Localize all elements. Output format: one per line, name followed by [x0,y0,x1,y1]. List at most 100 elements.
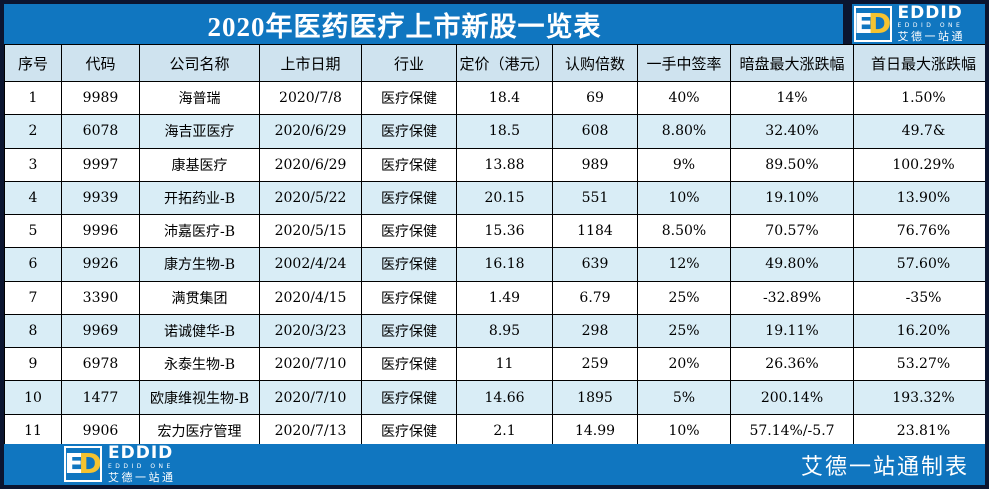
column-header: 认购倍数 [552,44,638,82]
table-cell: 永泰生物-B [139,347,260,382]
table-cell: -32.89% [730,280,854,315]
table-header: 序号 代码 公司名称 上市日期 行业 定价（港元） 认购倍数 一手中签率 暗盘最大涨跌幅 首日最大… [4,44,985,82]
table-cell: 12% [637,247,731,282]
footer-credit: 艾德一站通制表 [800,454,969,480]
table-cell: 1 [4,80,62,116]
table-cell: 5 [4,214,62,249]
table-cell: 7 [4,280,62,315]
table-cell: 40% [637,80,731,116]
table-cell: 8.50% [637,214,731,249]
table-cell: 25% [637,280,731,315]
table-cell: 欧康维视生物-B [139,380,260,415]
table-cell: 医疗保健 [361,380,457,415]
table-cell: 13.90% [853,180,985,216]
table-cell: 639 [552,247,638,282]
table-cell: 10 [4,380,62,415]
table-cell: -35% [853,280,985,315]
table-cell: 医疗保健 [361,114,457,149]
table-cell: 57.14%/-5.7 [730,413,854,449]
column-header: 定价（港元） [456,44,553,82]
table-cell: 1477 [61,380,140,415]
column-header: 公司名称 [139,44,260,82]
table-cell: 76.76% [853,214,985,249]
footer-bar: E D EDDID EDDID ONE 艾德一站通 艾德一站通制表 [4,444,985,485]
table-cell: 2020/6/29 [259,114,362,149]
table-cell: 20% [637,347,731,382]
table-cell: 16.18 [456,247,553,282]
table-cell: 9996 [61,214,140,249]
table-cell: 9926 [61,247,140,282]
table-cell: 8.80% [637,114,731,149]
table-cell: 开拓药业-B [139,180,260,216]
table-cell: 49.80% [730,247,854,282]
brand-subtitle: EDDID ONE [897,22,964,30]
table-cell: 9989 [61,80,140,116]
table-row: 10 1477 欧康维视生物-B 2020/7/10 医疗保健 14.66 1895 5% 20… [4,380,985,415]
table-row: 4 9939 开拓药业-B 2020/5/22 医疗保健 20.15 551 10% 19.10… [4,180,985,216]
table-cell: 19.10% [730,180,854,216]
column-header: 上市日期 [259,44,362,82]
table-cell: 25% [637,313,731,349]
table-cell: 16.20% [853,313,985,349]
table-cell: 医疗保健 [361,280,457,315]
table-cell: 14.99 [552,413,638,449]
table-cell: 69 [552,80,638,116]
table-cell: 2020/4/15 [259,280,362,315]
table-cell: 6078 [61,114,140,149]
column-header: 一手中签率 [637,44,731,82]
table-cell: 医疗保健 [361,247,457,282]
table-cell: 608 [552,114,638,149]
table-cell: 19.11% [730,313,854,349]
table-cell: 53.27% [853,347,985,382]
column-header: 首日最大涨跌幅 [853,44,985,82]
column-header: 暗盘最大涨跌幅 [730,44,854,82]
table-cell: 2.1 [456,413,553,449]
column-header: 行业 [361,44,457,82]
table-cell: 6978 [61,347,140,382]
eddid-logo-top: E D EDDID EDDID ONE 艾德一站通 [842,4,966,44]
table-cell: 18.5 [456,114,553,149]
table-cell: 2020/7/8 [259,80,362,116]
table-cell: 9969 [61,313,140,349]
table-cell: 医疗保健 [361,313,457,349]
table-cell: 15.36 [456,214,553,249]
table-row: 6 9926 康方生物-B 2002/4/24 医疗保健 16.18 639 12% 49.80… [4,247,985,282]
table-cell: 医疗保健 [361,347,457,382]
table-cell: 海吉亚医疗 [139,114,260,149]
table-cell: 10% [637,180,731,216]
table-cell: 20.15 [456,180,553,216]
table-cell: 2020/7/13 [259,413,362,449]
table-cell: 医疗保健 [361,413,457,449]
table-cell: 200.14% [730,380,854,415]
table-row: 8 9969 诺诚健华-B 2020/3/23 医疗保健 8.95 298 25% 19.11%… [4,313,985,349]
eddid-monogram-icon: E D [64,446,102,483]
table-cell: 2 [4,114,62,149]
brand-chinese-name: 艾德一站通 [108,470,176,484]
table-cell: 8.95 [456,313,553,349]
monogram-letter-e: E [853,7,873,40]
table-cell: 9906 [61,413,140,449]
monogram-letter-d: D [78,447,102,481]
table-cell: 3 [4,147,62,182]
table-cell: 诺诚健华-B [139,313,260,349]
table-cell: 9% [637,147,731,182]
table-cell: 沛嘉医疗-B [139,214,260,249]
table-cell: 2020/5/22 [259,180,362,216]
table-cell: 23.81% [853,413,985,449]
table-cell: 6 [4,247,62,282]
table-cell: 1895 [552,380,638,415]
eddid-logo-bottom: E D EDDID EDDID ONE 艾德一站通 [64,443,176,484]
table-row: 1 9989 海普瑞 2020/7/8 医疗保健 18.4 69 40% 14% 1.50% [4,80,985,116]
table-row: 9 6978 永泰生物-B 2020/7/10 医疗保健 11 259 20% 26.36% 53… [4,347,985,382]
page-title: 2020年医药医疗上市新股一览表 [207,11,602,42]
table-cell: 259 [552,347,638,382]
table-cell: 100.29% [853,147,985,182]
logo-shadow-strip [842,4,852,44]
table-header-row: 序号 代码 公司名称 上市日期 行业 定价（港元） 认购倍数 一手中签率 暗盘最大涨跌幅 首日最大… [4,44,985,82]
brand-name: EDDID [108,443,174,464]
table-cell: 1.49 [456,280,553,315]
table-cell: 医疗保健 [361,147,457,182]
table-cell: 11 [4,413,62,449]
table-body: 1 9989 海普瑞 2020/7/8 医疗保健 18.4 69 40% 14% 1.50% 2 60… [4,80,985,449]
table-cell: 14% [730,80,854,116]
